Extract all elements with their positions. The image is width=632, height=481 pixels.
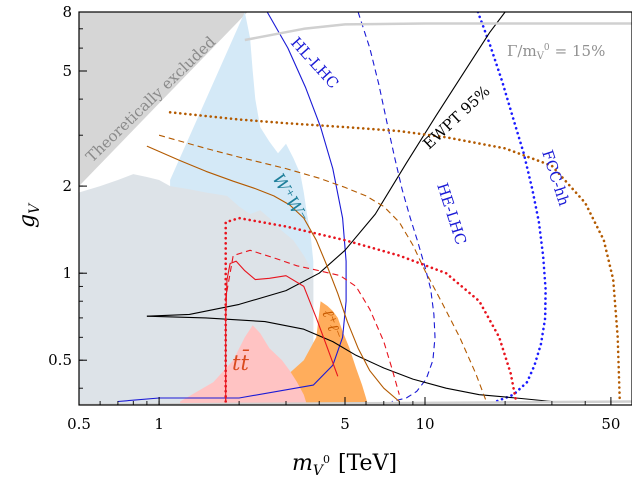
x-tick-label-2: 5 [340, 415, 350, 433]
x-tick-label-1: 1 [154, 415, 164, 433]
hllhc-label: HL-LHC [287, 34, 342, 93]
width-label-sub: V [536, 51, 545, 62]
width-label-sup: 0 [544, 43, 550, 53]
series-line-5 [146, 145, 400, 402]
ewpt-label: EWPT 95% [419, 82, 493, 153]
y-axis-title: gV [15, 202, 43, 228]
width-label: Γ/mV0 = 15% [507, 42, 605, 62]
y-tick-label-0: 0.5 [48, 351, 72, 369]
theory-excluded-region [79, 12, 248, 187]
x-tick-label-0: 0.5 [67, 415, 91, 433]
y-tick-label-2: 2 [62, 177, 72, 195]
axis-ticks [78, 11, 632, 405]
helhc-label: HE-LHC [433, 181, 470, 247]
plot-frame [78, 11, 632, 406]
x-tick-label-3: 10 [415, 415, 434, 433]
x-axis-title: mV0 [TeV] [292, 451, 397, 479]
series-line-1 [357, 12, 436, 403]
y-tick-label-4: 8 [62, 3, 72, 21]
tt-label: tt̄ [232, 349, 250, 375]
series-line-8 [225, 260, 339, 402]
tt-exclusion-region [180, 325, 307, 405]
limit-curves [79, 12, 632, 405]
series-line-7 [168, 111, 622, 403]
x-axis-title-sub: V [313, 463, 325, 479]
y-axis-title-g: g [15, 214, 40, 228]
axis-tick-labels: 0.5 1 5 10 50 0.5 1 2 5 8 [48, 3, 620, 433]
series-line-3 [146, 12, 506, 317]
series-line-10 [224, 216, 518, 403]
width-label-main: Γ/m [507, 42, 537, 60]
x-axis-title-unit: [TeV] [338, 451, 397, 476]
series-line-11 [244, 22, 632, 42]
series-line-6 [158, 134, 487, 402]
y-tick-label-1: 1 [62, 264, 72, 282]
y-tick-label-3: 5 [62, 62, 72, 80]
fcchh-label: FCC-hh [538, 148, 573, 209]
x-axis-title-m: m [292, 451, 313, 476]
exclusion-regions [79, 12, 368, 405]
series-line-4 [146, 315, 552, 403]
series-line-2 [476, 12, 547, 403]
y-axis-title-sub: V [27, 202, 43, 214]
series-line-0 [117, 12, 347, 403]
width-label-value: = 15% [555, 42, 606, 60]
x-tick-label-4: 50 [601, 415, 620, 433]
x-axis-title-sup: 0 [323, 453, 330, 466]
